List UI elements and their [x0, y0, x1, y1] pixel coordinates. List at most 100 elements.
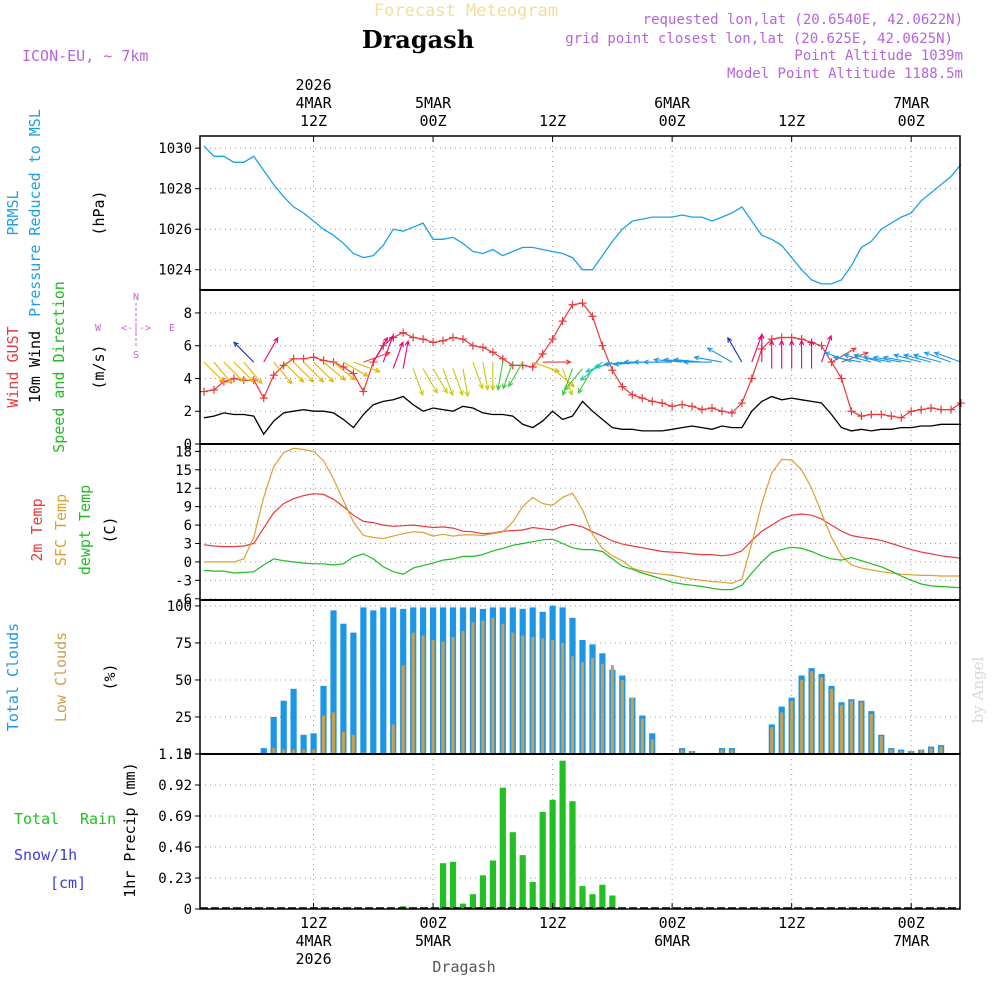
wind-ytick-label: 0 [184, 437, 192, 453]
total-cloud-bar [330, 610, 337, 754]
total-cloud-bar [270, 717, 277, 754]
low-cloud-bar [491, 617, 495, 754]
top-time-label: 12Z [300, 112, 327, 130]
wind-direction-arrow [333, 361, 356, 381]
low-cloud-bar [471, 622, 475, 754]
wind-direction-arrow [496, 362, 504, 391]
low-cloud-bar [441, 641, 445, 754]
bottom-time-label: 12Z [778, 914, 805, 932]
total-cloud-bar [310, 733, 317, 754]
cloud-unit: (%) [101, 663, 119, 690]
temperature-ytick-label: -6 [175, 592, 192, 608]
compass-north: N [133, 292, 139, 303]
wind-direction-arrow [432, 368, 448, 394]
gust-marker [528, 363, 537, 371]
low-cloud-bar [939, 746, 943, 754]
temperature-ytick-label: 12 [175, 481, 192, 497]
low-cloud-bar [889, 749, 893, 754]
wind-ytick-label: 8 [184, 306, 192, 322]
gust-marker [877, 410, 886, 419]
gust-marker [498, 354, 507, 363]
pressure-ytick-label: 1028 [158, 182, 192, 198]
precip-cm-label: [cm] [50, 874, 86, 892]
wind-direction-arrow [912, 353, 942, 363]
rain-bar [440, 863, 447, 909]
low-cloud-bar [770, 727, 774, 754]
low-cloud-bar [869, 714, 873, 754]
wind-ytick-label: 4 [184, 371, 192, 387]
meteogram-subtitle: Forecast Meteogram [374, 1, 558, 21]
wind-direction-arrow [422, 368, 438, 394]
pressure-ytick-label: 1030 [158, 141, 192, 157]
gust-marker [837, 374, 846, 383]
total-cloud-bar [280, 700, 287, 754]
low-cloud-bar [840, 705, 843, 754]
top-time-label: 5MAR [415, 94, 452, 112]
low-cloud-bar [909, 751, 913, 754]
low-cloud-bar [431, 640, 435, 754]
low-cloud-bar [451, 637, 455, 754]
wind-direction-arrow [542, 359, 572, 365]
rain-bar [579, 886, 586, 909]
gust-marker [478, 343, 487, 352]
requested-lonlat: requested lon,lat (20.6540E, 42.0622N) [643, 12, 963, 28]
wind-direction-arrow [508, 361, 524, 388]
wind-axis-title: 10m Wind [26, 331, 44, 403]
top-time-label: 00Z [659, 112, 686, 130]
low-cloud-bar [521, 635, 525, 754]
pressure-axis-title: PRMSL [4, 190, 22, 235]
gust-marker [947, 405, 956, 414]
wind-direction-arrow [233, 341, 255, 363]
rain-bar [499, 787, 506, 909]
precip-unit: 1hr Precip (mm) [121, 762, 139, 897]
wind-direction-arrow [303, 361, 325, 383]
wind-direction-arrow [273, 361, 293, 385]
pressure-unit: (hPa) [90, 190, 108, 235]
gust-marker [259, 394, 268, 403]
gust-marker [299, 354, 308, 363]
model-point-altitude: Model Point Altitude 1188.5m [727, 66, 963, 82]
total-cloud-bar [340, 623, 347, 754]
bottom-time-label: 7MAR [893, 932, 930, 950]
wind-direction-arrow [682, 359, 712, 365]
gust-marker [678, 400, 687, 409]
cloud-axis-title: Total Clouds [4, 623, 22, 731]
compass-west: W [95, 323, 102, 334]
low-cloud-bar [411, 632, 415, 754]
gust-marker [887, 412, 896, 421]
wind-direction-arrow [882, 355, 912, 363]
rain-bar [459, 903, 467, 909]
gust-marker [707, 403, 716, 412]
gust-marker [937, 405, 946, 414]
gust-marker [269, 371, 278, 380]
pressure-ytick-label: 1024 [158, 263, 192, 279]
wind-direction-arrow [372, 336, 388, 363]
precip-snow-label: Snow/1h [14, 846, 77, 864]
total-cloud-bar [360, 607, 367, 754]
pressure-axis-title: Pressure Reduced to MSL [26, 109, 44, 317]
low-cloud-bar [332, 712, 335, 754]
gust-marker [578, 299, 587, 308]
wind-direction-arrow [442, 368, 454, 397]
wind-direction-arrow [323, 361, 346, 381]
cloud-axis-title: Low Clouds [52, 632, 70, 722]
low-cloud-bar [640, 718, 644, 754]
gust-marker [429, 338, 438, 347]
pressure-panel: 1024 1026 1028 1030 PRMSL Pressure Reduced to… [4, 109, 962, 317]
rain-bar [539, 812, 546, 909]
total-cloud-bar [390, 607, 397, 754]
top-time-label: 4MAR [295, 94, 332, 112]
wind-direction-arrow [580, 361, 603, 381]
compass-south: S [133, 350, 139, 361]
wind-direction-arrow [831, 347, 857, 363]
gust-marker [239, 376, 248, 385]
gust-marker [558, 317, 567, 326]
bottom-time-label: 2026 [295, 950, 331, 968]
wind-direction-arrow [353, 361, 381, 373]
wind-unit: (m/s) [90, 344, 108, 389]
low-cloud-bar [531, 637, 535, 754]
low-cloud-bar [830, 688, 833, 754]
gust-marker [688, 402, 697, 411]
